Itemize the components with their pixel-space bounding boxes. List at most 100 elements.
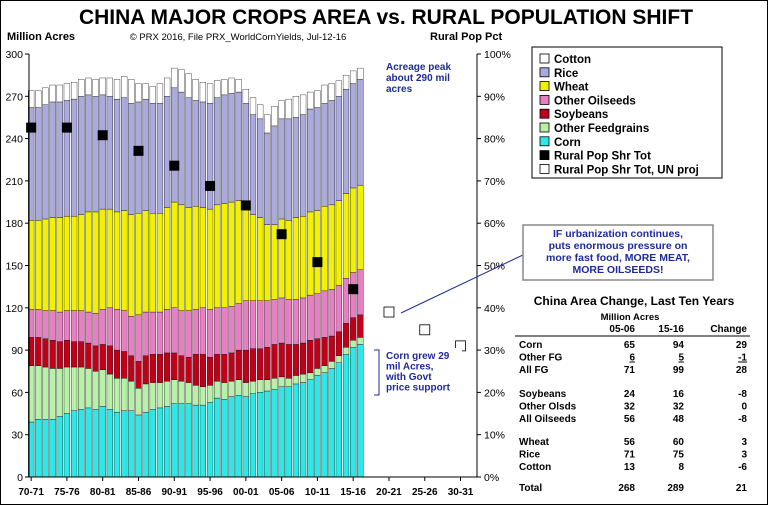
bar-cotton-1994 xyxy=(199,82,207,103)
x-tick-label: 75-76 xyxy=(54,487,80,498)
bar-cotton-1977 xyxy=(78,79,85,97)
bar-wheat-2011 xyxy=(321,206,328,292)
bar-rice-1980 xyxy=(99,94,106,210)
bar-other-oilseeds-2015 xyxy=(350,272,357,318)
legend-box xyxy=(531,46,723,179)
legend-label-5: Other Feedgrains xyxy=(554,123,649,135)
x-tick-label: 70-71 xyxy=(18,487,44,498)
bar-other-feedgrains-1990 xyxy=(171,379,178,404)
bar-soybeans-1996 xyxy=(214,354,221,382)
change-table-crop: Soybeans xyxy=(519,389,567,400)
bar-rice-1998 xyxy=(228,93,235,203)
bar-corn-1995 xyxy=(206,402,214,478)
bar-other-feedgrains-1982 xyxy=(113,378,121,413)
x-tick-label: 90-91 xyxy=(161,487,187,498)
bar-cotton-1986 xyxy=(142,83,149,100)
bar-soybeans-1972 xyxy=(42,338,49,368)
y-axis-left-label: Million Acres xyxy=(7,31,75,43)
bar-cotton-2004 xyxy=(271,105,278,127)
bar-wheat-1998 xyxy=(228,201,235,307)
change-table-value-b: 60 xyxy=(673,437,685,448)
bar-soybeans-2003 xyxy=(264,347,271,380)
bar-soybeans-2016 xyxy=(357,314,364,338)
change-table-value-a: 65 xyxy=(624,340,636,351)
bar-other-feedgrains-2007 xyxy=(292,375,300,385)
bar-other-oilseeds-1977 xyxy=(78,310,85,342)
bar-rice-1981 xyxy=(106,96,113,210)
rural-pop-point-1970 xyxy=(26,122,37,133)
bar-rice-2004 xyxy=(271,125,278,225)
bar-other-feedgrains-1974 xyxy=(56,368,63,417)
bar-wheat-1972 xyxy=(42,218,49,311)
bar-wheat-2012 xyxy=(328,204,335,290)
change-table-value-c: -8 xyxy=(738,389,747,400)
bar-soybeans-2000 xyxy=(242,349,249,383)
rural-pop-point-1995 xyxy=(205,180,216,191)
bar-other-oilseeds-1976 xyxy=(70,310,78,342)
change-table-value-b: 94 xyxy=(673,340,685,351)
legend-swatch-4 xyxy=(539,108,550,119)
bar-soybeans-1973 xyxy=(49,340,56,369)
chart-title: CHINA MAJOR CROPS AREA vs. RURAL POPULAT… xyxy=(79,6,693,29)
bar-cotton-2007 xyxy=(292,96,300,118)
bar-other-oilseeds-1989 xyxy=(164,309,171,354)
change-table-value-b: 75 xyxy=(673,450,685,461)
bar-cotton-2002 xyxy=(257,104,264,120)
legend-swatch-2 xyxy=(539,81,550,91)
y-left-tick-label: 120 xyxy=(5,303,23,315)
bar-other-oilseeds-1994 xyxy=(199,307,207,355)
bar-rice-1991 xyxy=(178,91,185,206)
bar-soybeans-1974 xyxy=(56,341,63,369)
bar-other-oilseeds-1998 xyxy=(228,306,235,354)
bar-corn-1982 xyxy=(113,411,121,478)
y-left-tick-label: 270 xyxy=(5,91,23,103)
bar-other-oilseeds-1985 xyxy=(135,314,142,362)
bar-rice-1972 xyxy=(42,104,49,220)
bar-rice-2013 xyxy=(335,96,342,201)
change-table-header-a: 05-06 xyxy=(609,324,635,335)
y-right-tick-label: 60% xyxy=(484,218,505,230)
bar-wheat-1973 xyxy=(49,217,56,311)
bar-corn-1981 xyxy=(106,409,113,478)
bar-corn-1990 xyxy=(171,403,178,478)
bar-other-oilseeds-1972 xyxy=(42,310,49,339)
bar-corn-2010 xyxy=(314,375,321,478)
x-tick-label: 25-26 xyxy=(412,487,438,498)
bar-wheat-1988 xyxy=(156,213,164,313)
bar-rice-1983 xyxy=(121,97,128,211)
bar-other-oilseeds-1987 xyxy=(149,311,156,355)
bar-corn-1996 xyxy=(214,397,221,478)
x-tick-label: 30-31 xyxy=(448,487,474,498)
bar-corn-1971 xyxy=(35,419,42,478)
bar-other-feedgrains-1978 xyxy=(85,368,92,409)
bar-other-oilseeds-1991 xyxy=(178,310,185,356)
bar-other-oilseeds-1996 xyxy=(214,307,221,355)
bar-corn-2009 xyxy=(307,379,314,478)
change-table-value-a: 6 xyxy=(629,353,635,364)
bar-corn-2012 xyxy=(328,368,335,478)
x-tick-label: 10-11 xyxy=(305,487,330,498)
legend-swatch-7 xyxy=(539,150,550,161)
bar-rice-1976 xyxy=(70,98,78,217)
rural-pop-point-2000 xyxy=(240,200,251,211)
y-left-tick-label: 30 xyxy=(11,430,23,442)
bar-other-oilseeds-2002 xyxy=(257,300,264,349)
x-tick-label: 15-16 xyxy=(340,487,366,498)
y-left-tick-label: 90 xyxy=(11,345,23,357)
rural-pop-un-point-2025 xyxy=(419,324,431,336)
bar-rice-1977 xyxy=(78,96,85,215)
bar-rice-1982 xyxy=(113,98,121,213)
change-table-title: China Area Change, Last Ten Years xyxy=(534,294,735,308)
bar-other-oilseeds-1999 xyxy=(235,303,242,351)
bar-wheat-1979 xyxy=(92,211,99,314)
bar-other-feedgrains-2008 xyxy=(299,373,307,383)
change-table-value-b: 289 xyxy=(667,483,684,494)
bar-corn-1994 xyxy=(199,404,207,478)
bar-rice-2016 xyxy=(357,79,364,186)
bar-soybeans-1980 xyxy=(99,344,106,371)
bar-rice-1978 xyxy=(85,94,92,213)
bar-soybeans-1999 xyxy=(235,349,242,380)
bar-soybeans-1981 xyxy=(106,345,113,375)
change-table-crop: All Oilseeds xyxy=(519,414,577,425)
bar-other-oilseeds-1990 xyxy=(171,307,178,354)
